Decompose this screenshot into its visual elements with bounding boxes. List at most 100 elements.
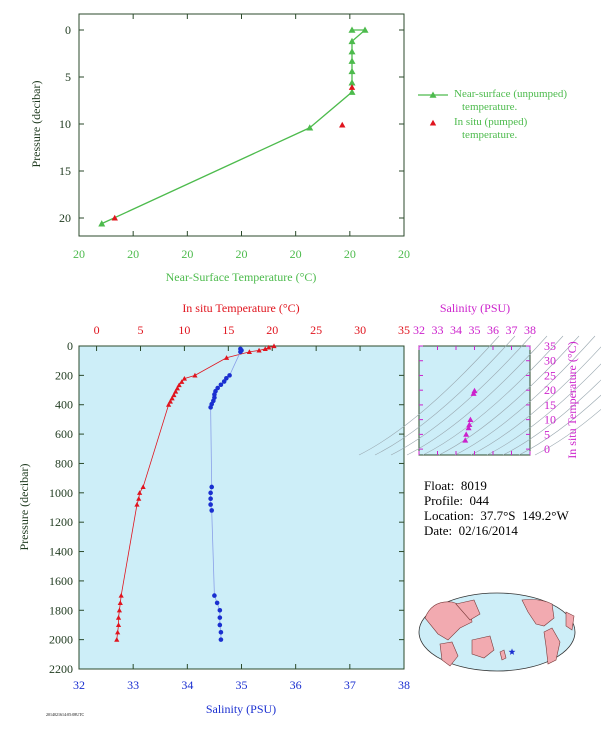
legend-label-unpumped-cont: temperature. <box>462 101 518 113</box>
ts-ytick-label: 20 <box>544 383 556 397</box>
top-point-unpumped <box>348 37 356 45</box>
world-map <box>418 592 576 672</box>
ts-ytick-label: 10 <box>544 413 556 427</box>
temp-xtick-label: 15 <box>222 323 234 337</box>
temperature-point <box>118 592 124 598</box>
top-point-pumped <box>348 84 356 90</box>
salinity-point <box>208 496 213 501</box>
salinity-point <box>217 615 223 620</box>
salinity-point <box>209 484 215 490</box>
salinity-point <box>218 382 224 388</box>
profile-ytick-label: 400 <box>55 398 73 412</box>
top-point-unpumped <box>306 124 314 131</box>
salinity-point <box>215 385 220 391</box>
profile-ytick-label: 600 <box>55 427 73 441</box>
salinity-xtick-label: 32 <box>73 678 85 692</box>
temperature-point <box>174 385 180 391</box>
ts-ylabel: In situ Temperature (°C) <box>565 341 579 458</box>
top-ytick-label: 15 <box>59 164 71 178</box>
temperature-point <box>115 629 121 635</box>
temperature-point <box>134 501 140 507</box>
ts-density-contour <box>438 335 580 456</box>
top-ytick-label: 10 <box>59 117 71 131</box>
near-surface-chart: 0 5 10 15 20 20 20 20 20 20 20 20 Near-Surface Temp… <box>29 13 567 284</box>
salinity-xtick-label: 37 <box>344 678 356 692</box>
temperature-point <box>115 622 122 628</box>
salinity-point <box>212 593 217 598</box>
salinity-point <box>214 600 220 606</box>
salinity-axis-title: Salinity (PSU) <box>206 702 276 716</box>
profile-ytick-label: 1800 <box>49 603 73 617</box>
ts-point <box>467 416 474 423</box>
profile-ytick-label: 2000 <box>49 633 73 647</box>
temperature-point <box>140 484 146 490</box>
temperature-point <box>165 402 172 407</box>
profile-ytick-label: 1400 <box>49 545 73 559</box>
map-landmass <box>471 635 495 659</box>
ts-ytick-label: 15 <box>544 398 556 412</box>
legend-label-pumped-cont: temperature. <box>462 129 518 141</box>
top-point-unpumped <box>98 220 106 227</box>
top-xtick-label: 20 <box>181 247 193 261</box>
map-landmass <box>455 599 481 621</box>
salinity-point <box>224 376 229 381</box>
temperature-point <box>192 372 198 378</box>
profile-plot-frame <box>78 345 405 670</box>
profile-ytick-label: 0 <box>67 339 73 353</box>
top-xtick-label: 20 <box>344 247 356 261</box>
top-xlabel: Near-Surface Temperature (°C) <box>166 270 317 284</box>
date: Date: 02/16/2014 <box>424 523 518 538</box>
star-icon <box>508 648 516 655</box>
ts-density-contour <box>358 335 500 456</box>
top-series-line-unpumped <box>101 29 367 225</box>
salinity-point <box>209 508 215 513</box>
map-landmass <box>499 649 507 661</box>
top-xtick-label: 20 <box>127 247 139 261</box>
ts-ytick-label: 35 <box>544 339 556 353</box>
top-point-unpumped <box>348 26 356 33</box>
temp-xtick-label: 25 <box>310 323 322 337</box>
ts-xtick-label: 36 <box>487 323 499 337</box>
ts-density-contour <box>518 394 601 456</box>
top-point-unpumped <box>348 88 356 95</box>
temp-xtick-label: 30 <box>354 323 366 337</box>
legend-label-pumped: In situ (pumped) <box>454 116 528 128</box>
ts-density-contour <box>454 335 596 456</box>
salinity-point <box>217 607 223 613</box>
top-ytick-label: 5 <box>65 70 71 84</box>
salinity-point <box>208 490 213 496</box>
ts-title: Salinity (PSU) <box>440 301 510 315</box>
temp-xtick-label: 0 <box>94 323 100 337</box>
ts-xtick-label: 35 <box>469 323 481 337</box>
temperature-axis-title: In situ Temperature (°C) <box>182 301 299 315</box>
salinity-point <box>208 502 213 507</box>
top-ylabel: Pressure (decibar) <box>29 81 43 168</box>
ts-point <box>466 421 473 428</box>
temp-xtick-label: 10 <box>178 323 190 337</box>
profile-ytick-label: 1200 <box>49 515 73 529</box>
salinity-point <box>221 379 227 384</box>
ts-ytick-label: 25 <box>544 368 556 382</box>
ts-density-contour <box>502 379 601 456</box>
top-xtick-label: 20 <box>73 247 85 261</box>
ts-density-contour <box>470 346 601 456</box>
legend-marker-unpumped <box>429 91 437 98</box>
legend-label-unpumped: Near-surface (unpumped) <box>454 88 567 100</box>
salinity-xtick-label: 35 <box>236 678 248 692</box>
ts-xtick-label: 38 <box>524 323 536 337</box>
profile-ytick-label: 2200 <box>49 662 73 676</box>
ts-ytick-label: 30 <box>544 354 556 368</box>
temperature-point <box>176 382 182 388</box>
ts-density-contour <box>534 408 601 456</box>
temperature-point <box>117 600 123 606</box>
ts-density-contour <box>406 335 548 456</box>
top-point-unpumped <box>361 26 369 33</box>
footer-code: 2014021614:05:08UTC <box>46 712 85 717</box>
temperature-point <box>266 344 272 350</box>
salinity-xtick-label: 36 <box>290 678 302 692</box>
ts-xtick-label: 34 <box>450 323 462 337</box>
map-landmass <box>439 641 459 667</box>
temperature-point <box>173 388 179 394</box>
ts-density-contour <box>486 363 601 456</box>
